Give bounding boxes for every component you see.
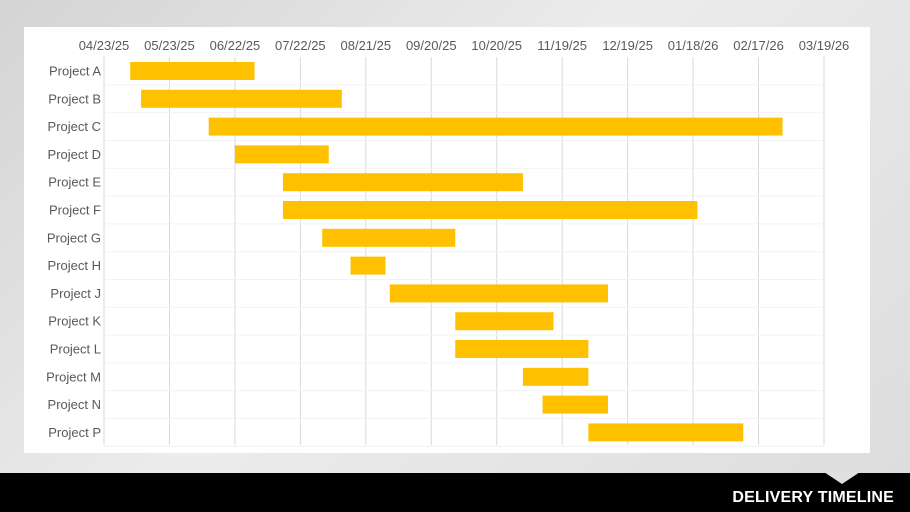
x-tick-label: 06/22/25 (210, 38, 261, 53)
task-bar (588, 423, 744, 442)
gantt-chart: 04/23/25 05/23/25 06/22/25 07/22/25 08/21/25… (46, 38, 850, 447)
task-label: Project P (48, 425, 101, 440)
task-label: Project G (47, 230, 101, 245)
x-tick-label: 05/23/25 (144, 38, 195, 53)
x-tick-label: 01/18/26 (668, 38, 719, 53)
x-tick-label: 09/20/25 (406, 38, 457, 53)
task-bar (542, 395, 608, 414)
task-label: Project D (48, 147, 101, 162)
task-label: Project A (49, 64, 101, 79)
task-bar (208, 117, 783, 136)
footer-notch (824, 472, 860, 484)
task-label: Project F (49, 203, 101, 218)
x-tick-label: 02/17/26 (733, 38, 784, 53)
task-bar (234, 145, 329, 164)
task-label: Project E (48, 175, 101, 190)
task-label: Project N (48, 397, 101, 412)
x-tick-label: 10/20/25 (471, 38, 522, 53)
task-bar (322, 228, 456, 247)
footer-title: DELIVERY TIMELINE (732, 489, 894, 506)
task-label: Project H (48, 258, 101, 273)
x-tick-label: 12/19/25 (602, 38, 653, 53)
task-label: Project M (46, 369, 101, 384)
footer-bar: DELIVERY TIMELINE (0, 472, 910, 512)
x-tick-label: 03/19/26 (799, 38, 850, 53)
task-label: Project C (48, 119, 101, 134)
chart-panel: 04/23/25 05/23/25 06/22/25 07/22/25 08/21/25… (24, 27, 870, 453)
task-label: Project J (50, 286, 101, 301)
x-tick-label: 11/19/25 (537, 38, 587, 53)
task-label: Project B (48, 91, 101, 106)
task-bar (389, 284, 608, 303)
x-tick-label: 04/23/25 (79, 38, 130, 53)
task-bar (282, 201, 698, 219)
task-label: Project L (50, 342, 101, 357)
task-label: Project K (48, 314, 101, 329)
task-bar (350, 256, 386, 275)
task-bar (130, 62, 255, 80)
x-tick-label: 08/21/25 (341, 38, 392, 53)
x-tick-label: 07/22/25 (275, 38, 326, 53)
task-bar (522, 367, 589, 386)
task-bar (455, 340, 589, 358)
task-bar (141, 89, 342, 108)
task-bar (282, 173, 523, 192)
task-bar (455, 312, 554, 331)
